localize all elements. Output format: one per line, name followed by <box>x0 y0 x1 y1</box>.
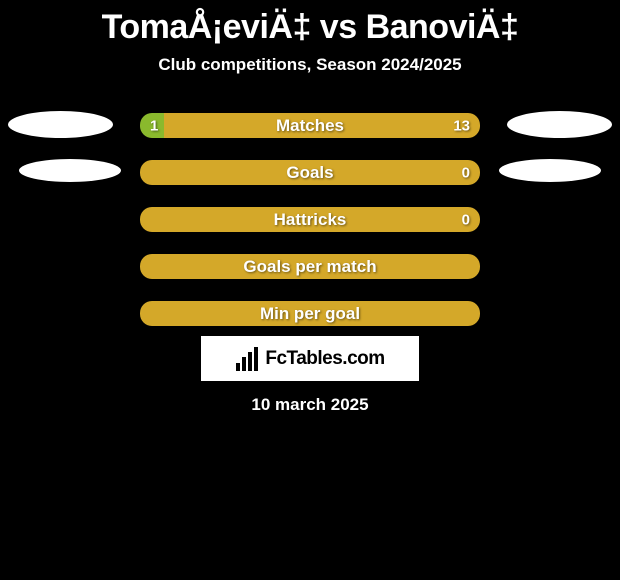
left-ellipse-icon <box>19 159 121 182</box>
stat-bar: Goals per match <box>140 254 480 279</box>
bar-value-right: 0 <box>462 211 470 228</box>
page-title: TomaÅ¡eviÄ‡ vs BanoviÄ‡ <box>0 8 620 47</box>
brand-bars-icon <box>235 347 261 371</box>
bar-label: Matches <box>140 116 480 136</box>
stat-bar: Goals0 <box>140 160 480 185</box>
date-text: 10 march 2025 <box>0 395 620 415</box>
comparison-row: Goals0 <box>0 160 620 185</box>
right-ellipse-icon <box>499 159 601 182</box>
bar-value-left: 1 <box>150 117 158 134</box>
comparison-card: TomaÅ¡eviÄ‡ vs BanoviÄ‡ Club competition… <box>0 0 620 415</box>
stat-bar: Hattricks0 <box>140 207 480 232</box>
comparison-bars: Matches113Goals0Hattricks0Goals per matc… <box>0 113 620 326</box>
comparison-row: Goals per match <box>0 254 620 279</box>
comparison-row: Min per goal <box>0 301 620 326</box>
right-ellipse-icon <box>507 111 612 138</box>
bar-label: Goals <box>140 163 480 183</box>
subtitle: Club competitions, Season 2024/2025 <box>0 55 620 75</box>
bar-value-right: 0 <box>462 164 470 181</box>
brand-badge: FcTables.com <box>201 336 419 381</box>
bar-label: Goals per match <box>140 257 480 277</box>
bar-label: Hattricks <box>140 210 480 230</box>
comparison-row: Matches1 13 <box>0 113 620 138</box>
stat-bar: Min per goal <box>140 301 480 326</box>
brand-text: FcTables.com <box>265 348 384 370</box>
bar-label: Min per goal <box>140 304 480 324</box>
left-ellipse-icon <box>8 111 113 138</box>
bar-value-right: 13 <box>453 117 470 134</box>
stat-bar: Matches1 13 <box>140 113 480 138</box>
comparison-row: Hattricks0 <box>0 207 620 232</box>
